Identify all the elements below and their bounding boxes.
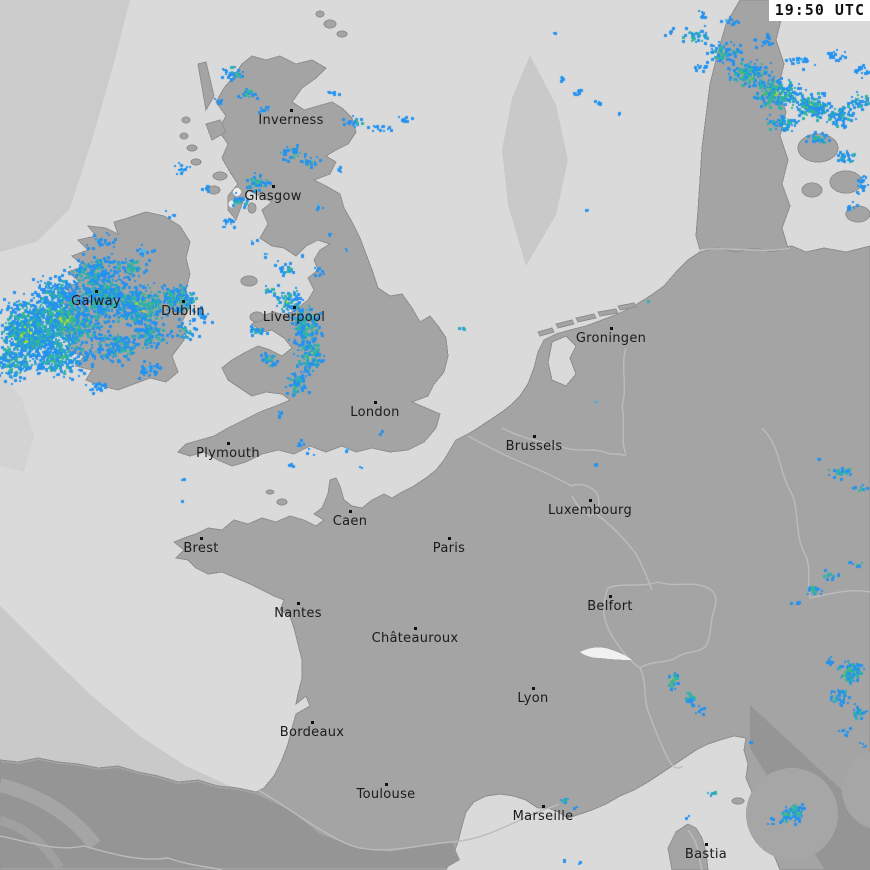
timestamp-badge: 19:50 UTC [768,0,870,21]
